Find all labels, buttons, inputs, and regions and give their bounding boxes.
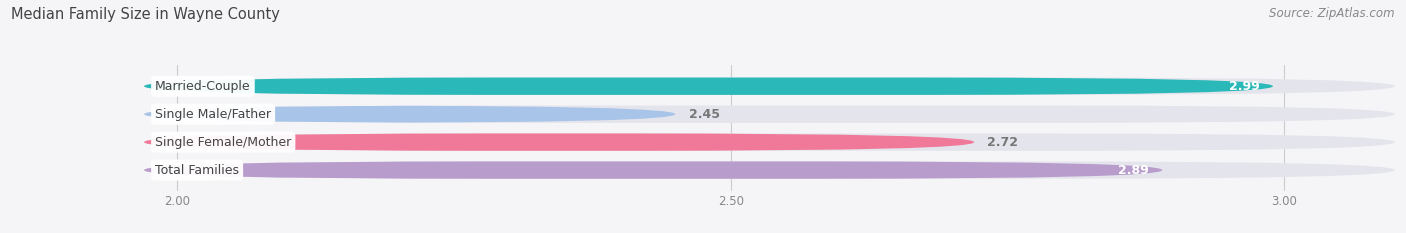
FancyBboxPatch shape [143, 134, 974, 151]
Text: Source: ZipAtlas.com: Source: ZipAtlas.com [1270, 7, 1395, 20]
Text: Total Families: Total Families [155, 164, 239, 177]
Text: Married-Couple: Married-Couple [155, 80, 250, 93]
Text: 2.89: 2.89 [1118, 164, 1149, 177]
FancyBboxPatch shape [143, 78, 1272, 95]
FancyBboxPatch shape [143, 161, 1163, 179]
Text: Median Family Size in Wayne County: Median Family Size in Wayne County [11, 7, 280, 22]
FancyBboxPatch shape [143, 78, 1395, 95]
Text: 2.99: 2.99 [1229, 80, 1260, 93]
Text: 2.72: 2.72 [987, 136, 1018, 149]
FancyBboxPatch shape [143, 106, 1395, 123]
FancyBboxPatch shape [143, 106, 675, 123]
Text: Single Male/Father: Single Male/Father [155, 108, 271, 121]
FancyBboxPatch shape [143, 134, 1395, 151]
FancyBboxPatch shape [143, 161, 1395, 179]
Text: Single Female/Mother: Single Female/Mother [155, 136, 291, 149]
Text: 2.45: 2.45 [689, 108, 720, 121]
